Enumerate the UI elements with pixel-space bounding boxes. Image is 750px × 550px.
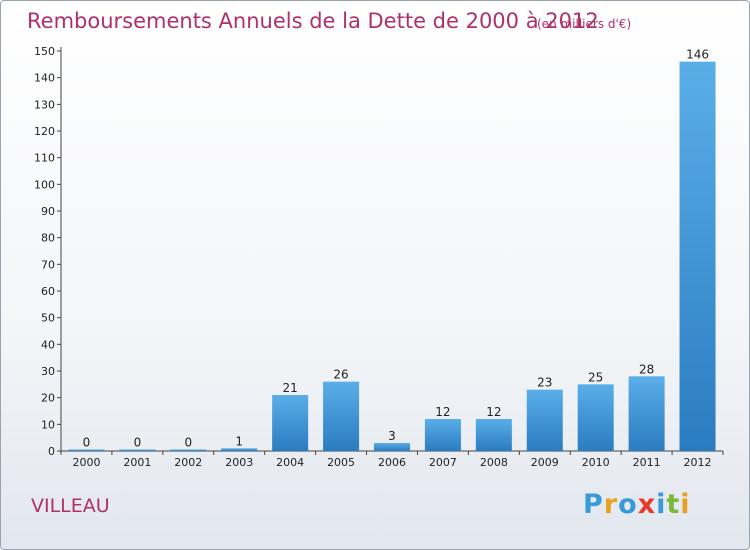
data-label: 0 — [83, 436, 91, 450]
data-label: 26 — [333, 368, 348, 382]
data-label: 25 — [588, 370, 603, 384]
chart-subtitle: (en milliers d'€) — [537, 17, 632, 31]
x-tick-label: 2012 — [684, 456, 712, 469]
bar — [526, 389, 563, 451]
bar — [679, 61, 716, 452]
logo-letter: o — [618, 489, 638, 520]
data-label: 3 — [388, 429, 396, 443]
bar — [475, 419, 512, 451]
bar — [374, 443, 410, 451]
data-label: 28 — [639, 362, 654, 376]
x-tick-label: 2009 — [531, 456, 559, 469]
proxiti-logo: Proxiti — [583, 489, 691, 520]
x-tick-label: 2004 — [276, 456, 304, 469]
logo-letter: t — [666, 489, 681, 520]
bar — [272, 395, 309, 451]
data-label: 12 — [435, 405, 450, 419]
y-tick-label: 140 — [34, 72, 55, 85]
x-tick-label: 2005 — [327, 456, 355, 469]
y-tick-label: 150 — [34, 45, 55, 58]
bar — [628, 376, 665, 451]
y-tick-label: 0 — [48, 445, 55, 458]
data-label: 0 — [184, 436, 192, 450]
y-tick-label: 100 — [34, 178, 55, 191]
x-tick-label: 2010 — [582, 456, 610, 469]
bar — [68, 449, 105, 451]
logo-letter: i — [680, 489, 691, 520]
bar — [119, 449, 156, 451]
logo-letter: r — [603, 489, 619, 520]
x-tick-label: 2001 — [123, 456, 151, 469]
y-tick-label: 30 — [41, 365, 55, 378]
y-tick-label: 80 — [41, 232, 55, 245]
x-tick-label: 2002 — [174, 456, 202, 469]
logo-letter: x — [637, 489, 657, 520]
data-label: 12 — [486, 405, 501, 419]
data-label: 21 — [283, 381, 298, 395]
y-tick-label: 110 — [34, 152, 55, 165]
y-tick-label: 60 — [41, 285, 55, 298]
data-label: 23 — [537, 376, 552, 390]
y-tick-label: 120 — [34, 125, 55, 138]
y-tick-label: 50 — [41, 312, 55, 325]
y-tick-label: 10 — [41, 418, 55, 431]
y-tick-label: 40 — [41, 338, 55, 351]
x-tick-label: 2003 — [225, 456, 253, 469]
chart-title: Remboursements Annuels de la Dette de 20… — [27, 9, 599, 33]
x-tick-label: 2008 — [480, 456, 508, 469]
y-tick-label: 90 — [41, 205, 55, 218]
data-label: 0 — [134, 436, 142, 450]
bar — [170, 449, 207, 451]
y-tick-label: 70 — [41, 258, 55, 271]
x-tick-label: 2011 — [633, 456, 661, 469]
logo-letter: P — [583, 489, 604, 520]
data-label: 1 — [235, 434, 243, 448]
bar — [323, 381, 360, 451]
logo-letter: i — [656, 489, 667, 520]
y-tick-label: 130 — [34, 98, 55, 111]
bar — [577, 384, 614, 451]
bar — [424, 419, 461, 451]
data-label: 146 — [686, 48, 709, 62]
bar — [221, 448, 258, 451]
x-tick-label: 2007 — [429, 456, 457, 469]
x-tick-label: 2006 — [378, 456, 406, 469]
y-tick-label: 20 — [41, 392, 55, 405]
x-tick-label: 2000 — [72, 456, 100, 469]
commune-name: VILLEAU — [31, 495, 110, 517]
